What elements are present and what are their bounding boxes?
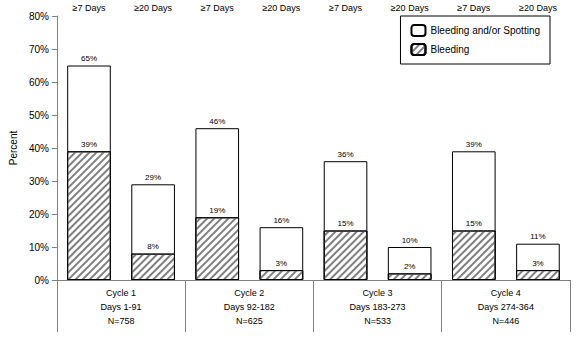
svg-text:65%: 65% xyxy=(81,54,97,63)
svg-text:Days 92-182: Days 92-182 xyxy=(224,302,275,312)
svg-text:70%: 70% xyxy=(29,44,49,55)
svg-text:29%: 29% xyxy=(145,173,161,182)
svg-text:Bleeding and/or Spotting: Bleeding and/or Spotting xyxy=(430,25,540,36)
svg-text:Cycle 4: Cycle 4 xyxy=(491,288,521,298)
svg-text:Days 1-91: Days 1-91 xyxy=(101,302,142,312)
svg-text:8%: 8% xyxy=(147,242,159,251)
svg-text:Percent: Percent xyxy=(8,131,19,166)
svg-text:Cycle 2: Cycle 2 xyxy=(234,288,264,298)
svg-text:≥7 Days: ≥7 Days xyxy=(201,3,234,13)
svg-text:50%: 50% xyxy=(29,110,49,121)
svg-text:≥20 Days: ≥20 Days xyxy=(134,3,172,13)
svg-text:60%: 60% xyxy=(29,77,49,88)
svg-text:Cycle 1: Cycle 1 xyxy=(106,288,136,298)
svg-text:20%: 20% xyxy=(29,209,49,220)
svg-text:3%: 3% xyxy=(276,259,288,268)
svg-text:39%: 39% xyxy=(466,140,482,149)
svg-text:Bleeding: Bleeding xyxy=(430,44,469,55)
svg-text:Days 183-273: Days 183-273 xyxy=(350,302,406,312)
svg-text:10%: 10% xyxy=(402,236,418,245)
svg-text:0%: 0% xyxy=(34,275,49,286)
svg-text:30%: 30% xyxy=(29,176,49,187)
svg-text:46%: 46% xyxy=(209,117,225,126)
svg-text:≥7 Days: ≥7 Days xyxy=(329,3,362,13)
svg-text:15%: 15% xyxy=(338,219,354,228)
svg-text:36%: 36% xyxy=(338,150,354,159)
svg-text:≥20 Days: ≥20 Days xyxy=(519,3,557,13)
svg-text:≥7 Days: ≥7 Days xyxy=(457,3,490,13)
svg-text:2%: 2% xyxy=(404,262,416,271)
svg-text:Days 274-364: Days 274-364 xyxy=(478,302,534,312)
svg-text:N=533: N=533 xyxy=(364,316,391,326)
svg-text:10%: 10% xyxy=(29,242,49,253)
svg-text:39%: 39% xyxy=(81,140,97,149)
svg-text:N=625: N=625 xyxy=(236,316,263,326)
svg-text:16%: 16% xyxy=(273,216,289,225)
svg-text:≥20 Days: ≥20 Days xyxy=(262,3,300,13)
svg-text:11%: 11% xyxy=(530,232,545,241)
svg-text:≥20 Days: ≥20 Days xyxy=(391,3,429,13)
svg-text:3%: 3% xyxy=(532,259,544,268)
svg-text:80%: 80% xyxy=(29,11,49,22)
svg-text:19%: 19% xyxy=(209,206,225,215)
svg-text:N=758: N=758 xyxy=(108,316,135,326)
svg-text:40%: 40% xyxy=(29,143,49,154)
svg-text:≥7 Days: ≥7 Days xyxy=(73,3,106,13)
svg-text:N=446: N=446 xyxy=(492,316,519,326)
svg-text:Cycle 3: Cycle 3 xyxy=(363,288,393,298)
svg-text:15%: 15% xyxy=(466,219,482,228)
